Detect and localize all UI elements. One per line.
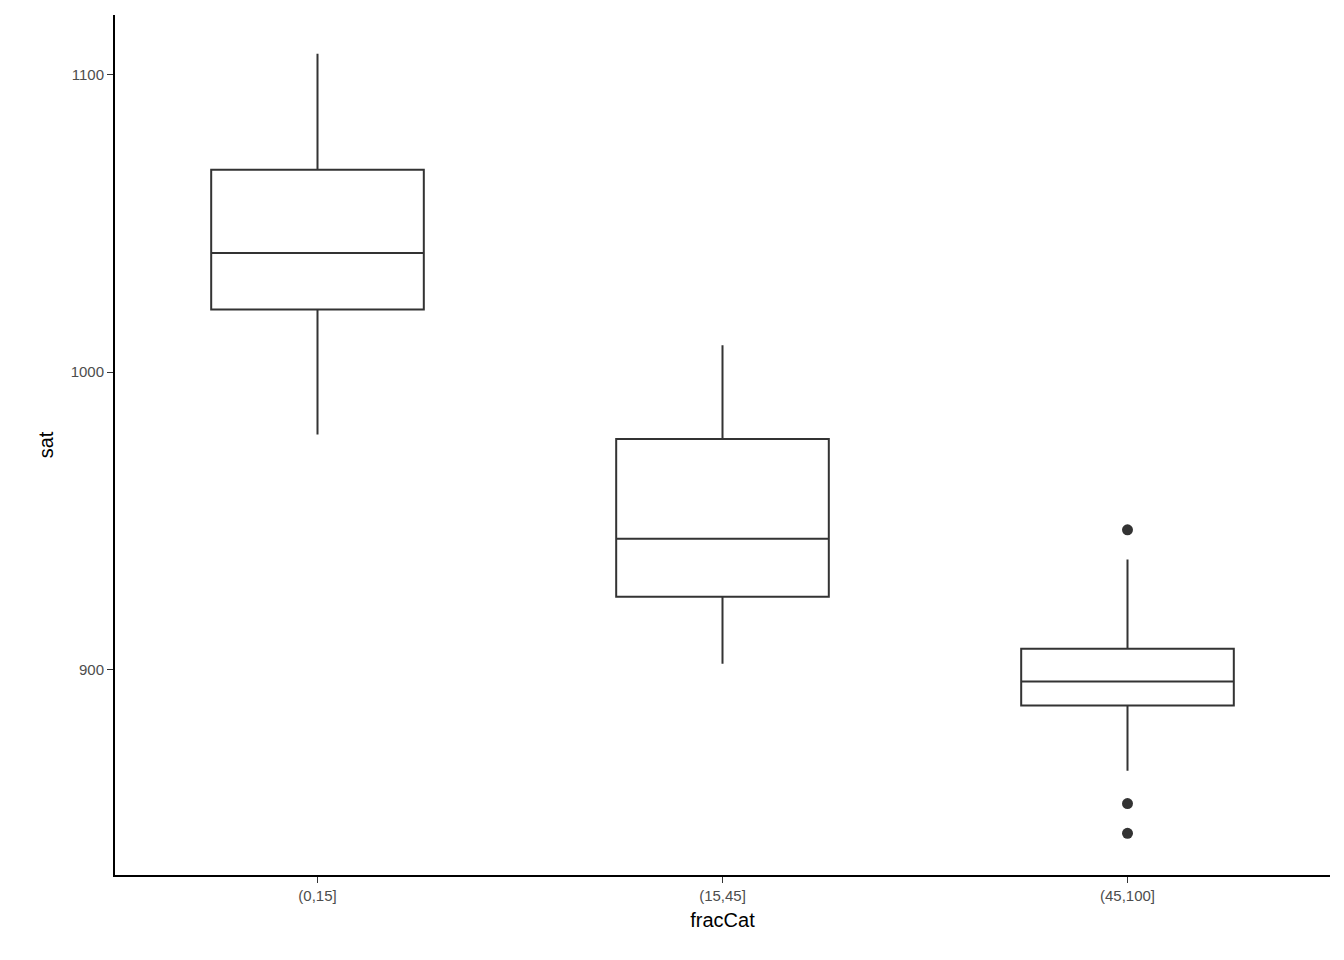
svg-text:1100: 1100: [72, 66, 104, 83]
svg-text:1000: 1000: [71, 363, 104, 380]
svg-text:fracCat: fracCat: [690, 909, 755, 931]
svg-text:(45,100]: (45,100]: [1100, 887, 1155, 904]
svg-text:900: 900: [79, 661, 104, 678]
svg-text:(0,15]: (0,15]: [298, 887, 336, 904]
svg-text:(15,45]: (15,45]: [699, 887, 746, 904]
svg-text:sat: sat: [35, 431, 57, 458]
